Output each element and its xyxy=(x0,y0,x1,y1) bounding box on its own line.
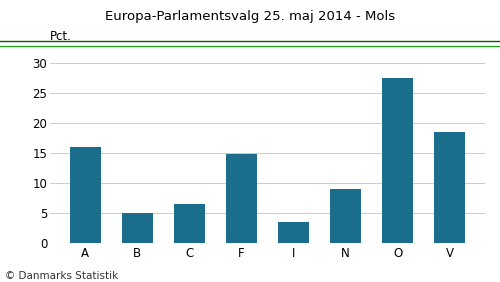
Bar xyxy=(226,155,257,243)
Text: Pct.: Pct. xyxy=(50,30,72,43)
Bar xyxy=(434,132,465,243)
Text: © Danmarks Statistik: © Danmarks Statistik xyxy=(5,271,118,281)
Bar xyxy=(330,189,361,243)
Bar xyxy=(278,222,309,243)
Bar xyxy=(174,204,205,243)
Bar xyxy=(70,147,101,243)
Text: Europa-Parlamentsvalg 25. maj 2014 - Mols: Europa-Parlamentsvalg 25. maj 2014 - Mol… xyxy=(105,10,395,23)
Bar xyxy=(122,213,153,243)
Bar xyxy=(382,78,413,243)
